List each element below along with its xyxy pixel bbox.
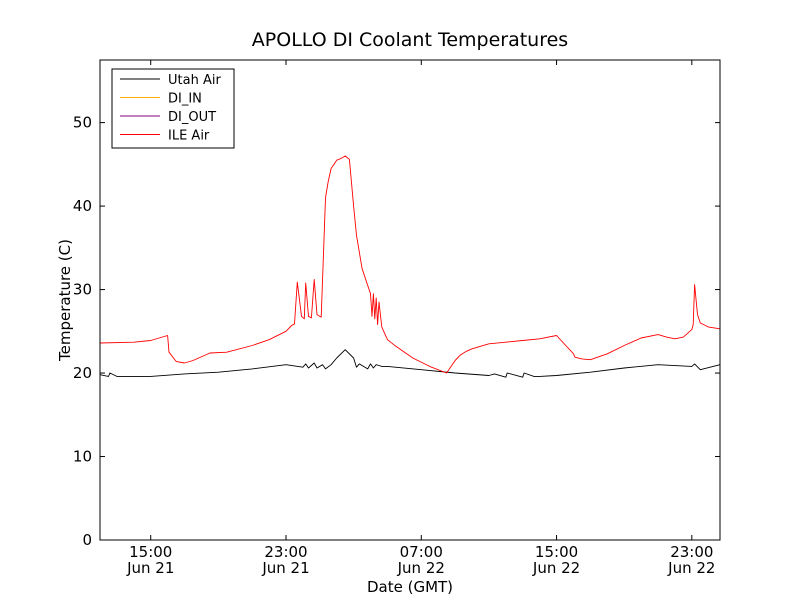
series-line-3 — [99, 155, 721, 374]
series-line-0 — [99, 349, 721, 378]
legend-label-1: DI_IN — [168, 92, 202, 107]
y-tick-label-0: 0 — [82, 531, 92, 549]
series-group — [99, 155, 721, 378]
x-tick-label-date-0: Jun 21 — [126, 559, 174, 577]
chart-title: APOLLO DI Coolant Temperatures — [252, 29, 568, 51]
x-tick-label-date-4: Jun 22 — [667, 559, 715, 577]
y-tick-label-3: 30 — [73, 281, 92, 299]
legend-label-0: Utah Air — [168, 73, 221, 88]
y-tick-label-2: 20 — [73, 364, 92, 382]
x-tick-label-date-3: Jun 22 — [532, 559, 580, 577]
plot-frame — [99, 59, 721, 541]
y-axis: 0 10 20 30 40 50 — [73, 114, 720, 549]
x-tick-label-time-0: 15:00 — [129, 543, 172, 561]
legend-label-2: DI_OUT — [168, 110, 216, 125]
y-tick-label-5: 50 — [73, 114, 92, 132]
x-tick-label-date-2: Jun 22 — [397, 559, 445, 577]
y-tick-label-1: 10 — [73, 448, 92, 466]
x-tick-label-date-1: Jun 21 — [261, 559, 309, 577]
x-tick-label-time-4: 23:00 — [670, 543, 713, 561]
x-tick-label-time-3: 15:00 — [535, 543, 578, 561]
y-axis-label: Temperature (C) — [56, 239, 74, 362]
x-tick-label-time-1: 23:00 — [264, 543, 307, 561]
legend-label-3: ILE Air — [168, 129, 210, 144]
x-axis-label: Date (GMT) — [367, 578, 453, 596]
legend: Utah Air DI_IN DI_OUT ILE Air — [111, 68, 235, 149]
x-tick-label-time-2: 07:00 — [400, 543, 443, 561]
y-tick-label-4: 40 — [73, 197, 92, 215]
